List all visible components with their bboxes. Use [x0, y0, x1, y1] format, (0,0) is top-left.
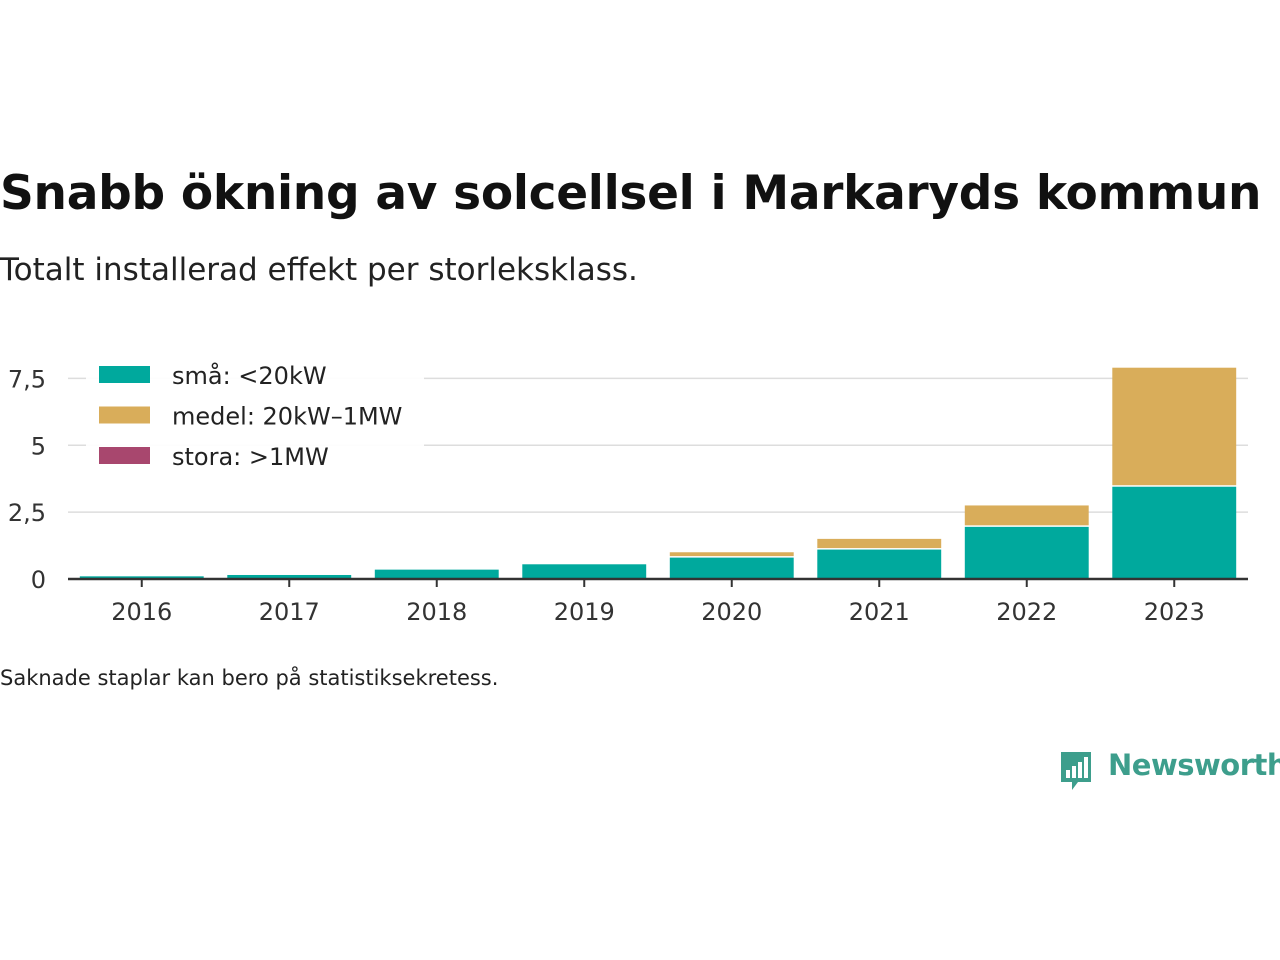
- newsworthy-logo: Newsworthy: [1058, 748, 1280, 794]
- legend-label: medel: 20kW–1MW: [172, 403, 402, 431]
- chart-title: Snabb ökning av solcellsel i Markaryds k…: [0, 166, 1262, 221]
- footnote: Saknade staplar kan bero på statistiksek…: [0, 666, 499, 690]
- bar-segment: [669, 557, 794, 579]
- x-tick-label: 2022: [996, 598, 1057, 626]
- x-tick-label: 2017: [259, 598, 320, 626]
- x-tick-label: 2016: [111, 598, 172, 626]
- legend-label: små: <20kW: [172, 361, 327, 390]
- x-tick-label: 2023: [1144, 598, 1205, 626]
- y-axis-ticks: 0 2,5 5 7,5: [8, 365, 46, 594]
- logo-text: Newsworthy: [1108, 748, 1280, 782]
- newsworthy-logo-icon: [1061, 752, 1091, 790]
- bars: [79, 367, 1237, 579]
- x-tick-label: 2020: [701, 598, 762, 626]
- bar-segment: [964, 505, 1089, 526]
- bar-segment: [817, 549, 942, 579]
- legend-swatch: [99, 366, 150, 383]
- legend-label: stora: >1MW: [172, 443, 329, 471]
- stacked-bar-chart: 0 2,5 5 7,5 2016 2017 2018 2019 2020 2021 2022 202…: [8, 346, 1248, 626]
- x-tick-label: 2019: [554, 598, 615, 626]
- bar-segment: [669, 552, 794, 557]
- bar-segment: [964, 526, 1089, 579]
- y-tick-label: 2,5: [8, 499, 46, 527]
- chart-subtitle: Totalt installerad effekt per storlekskl…: [0, 252, 638, 288]
- x-tick-label: 2021: [849, 598, 910, 626]
- bar-segment: [227, 574, 352, 579]
- bar-segment: [817, 538, 942, 549]
- legend: små: <20kW medel: 20kW–1MW stora: >1MW: [86, 346, 424, 478]
- bar-segment: [1112, 367, 1237, 486]
- x-axis-ticks: 2016 2017 2018 2019 2020 2021 2022 2023: [111, 579, 1205, 626]
- y-tick-label: 7,5: [8, 365, 46, 393]
- legend-swatch: [99, 406, 150, 424]
- bar-segment: [1112, 486, 1237, 579]
- y-tick-label: 5: [31, 432, 46, 460]
- x-tick-label: 2018: [406, 598, 467, 626]
- bar-segment: [522, 564, 647, 579]
- y-tick-label: 0: [31, 566, 46, 594]
- bar-segment: [79, 576, 204, 579]
- bar-segment: [374, 569, 499, 579]
- legend-swatch: [99, 447, 150, 464]
